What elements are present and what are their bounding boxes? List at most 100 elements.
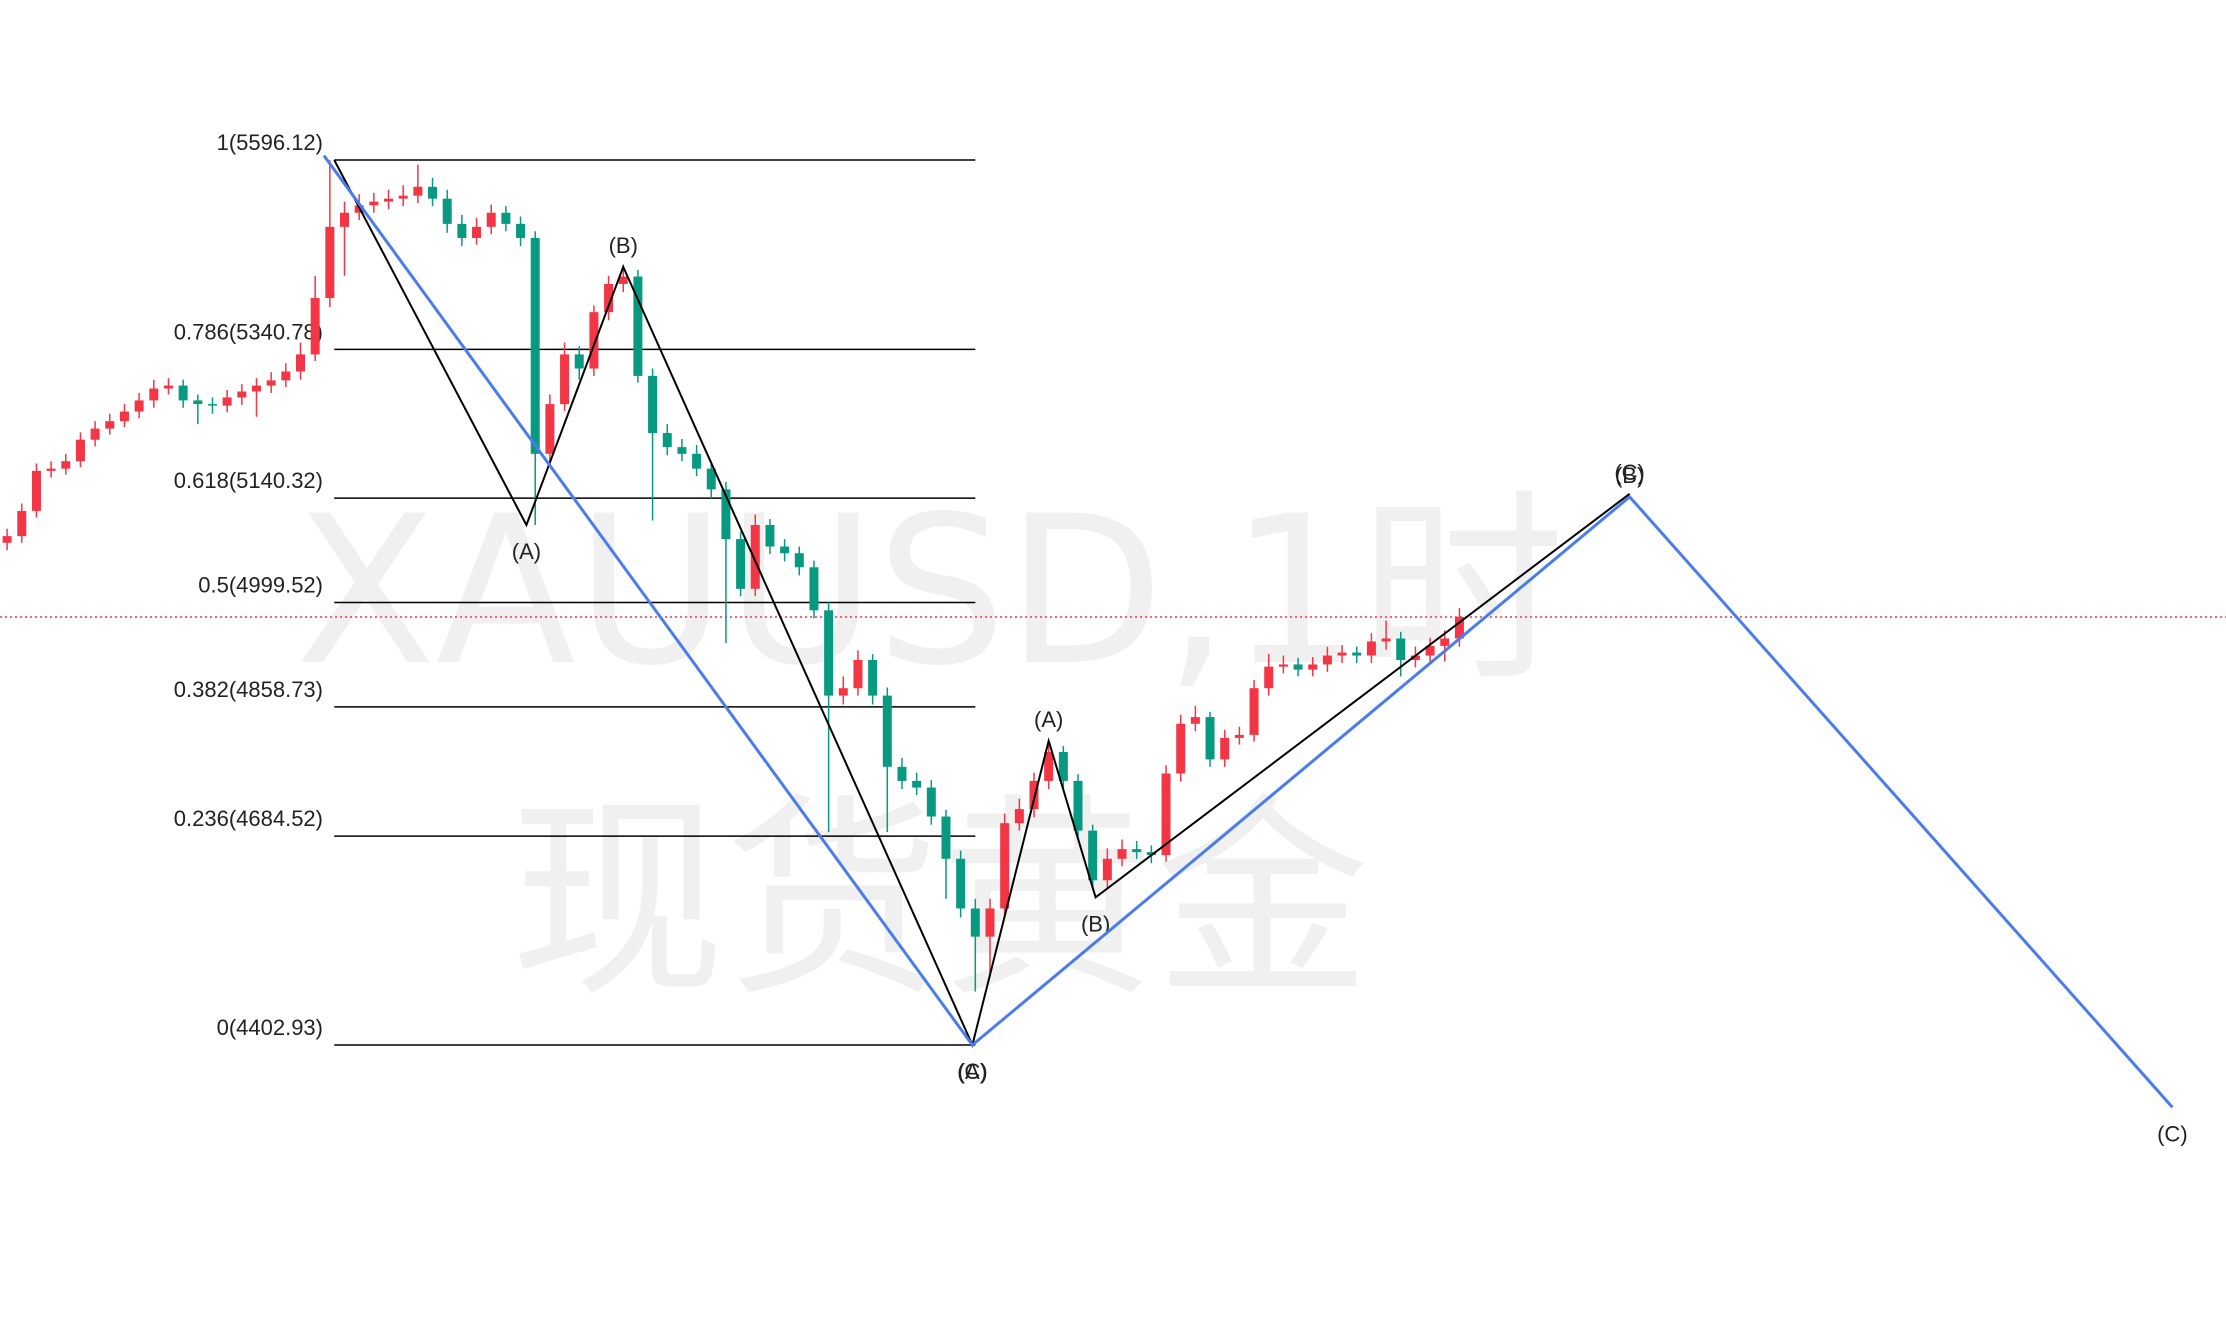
fib-label: 0.618(5140.32) <box>174 468 323 493</box>
candle-body <box>178 385 188 401</box>
candle-body <box>90 428 100 440</box>
candle-body <box>692 453 702 469</box>
candle-body <box>1234 734 1244 738</box>
fib-label: 0.382(4858.73) <box>174 677 323 702</box>
candle-body <box>1029 780 1039 810</box>
candle-body <box>1146 852 1156 856</box>
candle-body <box>1117 849 1127 859</box>
candle-body <box>501 212 511 224</box>
candle-body <box>1073 780 1083 831</box>
candle-body <box>398 195 408 199</box>
candle-body <box>340 212 350 227</box>
candle-body <box>574 354 584 369</box>
candle-body <box>765 525 775 547</box>
candle-body <box>428 186 438 199</box>
candle-body <box>721 489 731 540</box>
candle-body <box>868 660 878 696</box>
candle-body <box>1381 638 1391 642</box>
candle-body <box>413 186 423 196</box>
candle-body <box>163 385 173 389</box>
candle-body <box>838 688 848 696</box>
candle-body <box>926 787 936 817</box>
candle-body <box>222 397 232 406</box>
candle-body <box>1161 773 1171 856</box>
candle-body <box>1058 751 1068 781</box>
candle-body <box>1132 849 1142 853</box>
wave-label: (A) <box>1034 707 1063 732</box>
candle-body <box>310 298 320 355</box>
candle-body <box>46 468 56 471</box>
candle-body <box>457 223 467 238</box>
wave-label: (B) <box>1615 463 1644 488</box>
candle-body <box>1454 616 1464 639</box>
candle-body <box>486 212 496 227</box>
candle-body <box>75 439 85 462</box>
candle-body <box>61 461 71 469</box>
candle-body <box>193 400 203 405</box>
candle-body <box>970 908 980 937</box>
candle-body <box>1293 664 1303 670</box>
candle-body <box>516 223 526 238</box>
candle-body <box>1410 655 1420 661</box>
candle-body <box>1205 717 1215 760</box>
candle-body <box>237 391 247 398</box>
candle-body <box>882 695 892 767</box>
candle-body <box>794 553 804 568</box>
candle-body <box>2 536 12 543</box>
candle-body <box>912 780 922 788</box>
candle-body <box>618 276 628 284</box>
candle-body <box>472 226 482 238</box>
wave-label: (C) <box>957 1059 988 1084</box>
candle-body <box>662 433 672 448</box>
candle-body <box>1088 830 1098 881</box>
candle-body <box>1352 652 1362 656</box>
candle-body <box>105 421 115 429</box>
candle-body <box>369 201 379 206</box>
candle-body <box>677 447 687 454</box>
candle-body <box>706 468 716 490</box>
candle-body <box>853 660 863 689</box>
wave-label: (C) <box>1614 460 1645 485</box>
candle-body <box>1308 664 1318 670</box>
candle-body <box>1014 809 1024 824</box>
watermark-name: 现货黄金 <box>510 775 1370 1026</box>
wave-label: (B) <box>609 233 638 258</box>
fib-label: 0.236(4684.52) <box>174 806 323 831</box>
candle-body <box>384 198 394 202</box>
candle-body <box>134 400 144 412</box>
fib-label: 0.786(5340.78) <box>174 319 323 344</box>
candle-body <box>633 276 643 376</box>
fib-label: 0.5(4999.52) <box>198 573 323 598</box>
candle-body <box>1044 751 1054 781</box>
candle-body <box>604 283 614 313</box>
candle-body <box>1440 638 1450 646</box>
watermark-symbol: XAUUSD,1时 <box>295 473 1564 711</box>
candle-body <box>750 525 760 589</box>
candle-body <box>824 610 834 696</box>
candle-body <box>1322 655 1332 665</box>
candle-body <box>1366 641 1376 656</box>
candle-body <box>17 510 27 537</box>
candle-body <box>1278 664 1288 667</box>
candle-body <box>207 404 217 406</box>
candle-body <box>780 546 790 554</box>
candle-body <box>31 470 41 511</box>
candle-body <box>296 354 305 372</box>
candle-body <box>281 371 291 381</box>
wave-label: (A) <box>512 539 541 564</box>
candle-body <box>809 567 819 611</box>
candle-body <box>1000 823 1010 909</box>
candle-body <box>1190 717 1200 724</box>
candle-body <box>1220 737 1230 760</box>
candle-body <box>648 375 658 434</box>
candle-body <box>985 908 995 937</box>
candle-body <box>1425 645 1435 656</box>
candle-body <box>897 766 907 781</box>
candle-body <box>560 354 570 405</box>
wave-label: (C) <box>2157 1121 2188 1146</box>
candle-body <box>442 198 452 224</box>
candle-body <box>530 237 540 454</box>
candle-body <box>736 539 746 589</box>
candle-body <box>956 858 966 909</box>
